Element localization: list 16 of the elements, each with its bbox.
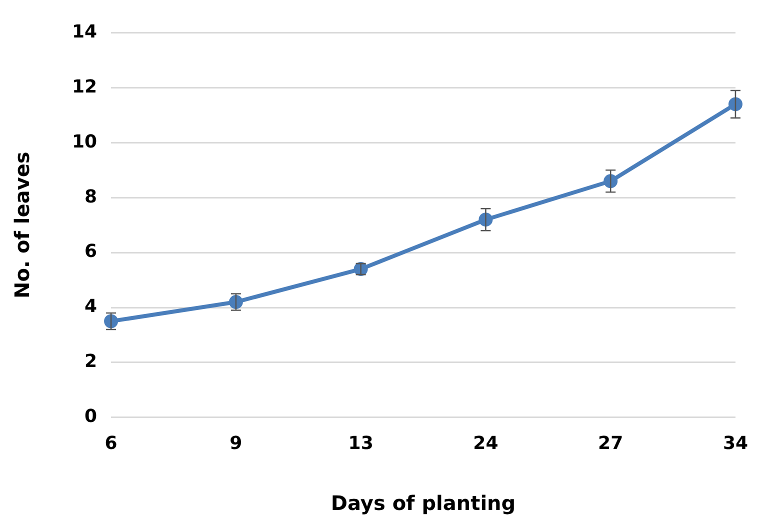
- x-axis-title: Days of planting: [330, 491, 516, 516]
- x-tick-label: 34: [722, 432, 748, 454]
- y-tick-label: 12: [72, 76, 98, 98]
- y-tick-label: 14: [72, 21, 98, 42]
- y-tick-label: 6: [84, 241, 98, 262]
- y-tick-label: 8: [84, 186, 98, 208]
- x-tick-label: 13: [348, 432, 374, 454]
- x-tick-label: 27: [598, 432, 624, 454]
- y-tick-label: 4: [84, 296, 98, 318]
- y-tick-label: 0: [84, 406, 98, 428]
- x-tick-label: 24: [473, 432, 498, 454]
- y-tick-label: 2: [84, 351, 98, 372]
- y-tick-label: 10: [72, 131, 98, 152]
- y-axis-title: No. of leaves: [10, 152, 34, 299]
- x-tick-label: 6: [104, 432, 118, 454]
- x-tick-label: 9: [230, 432, 242, 454]
